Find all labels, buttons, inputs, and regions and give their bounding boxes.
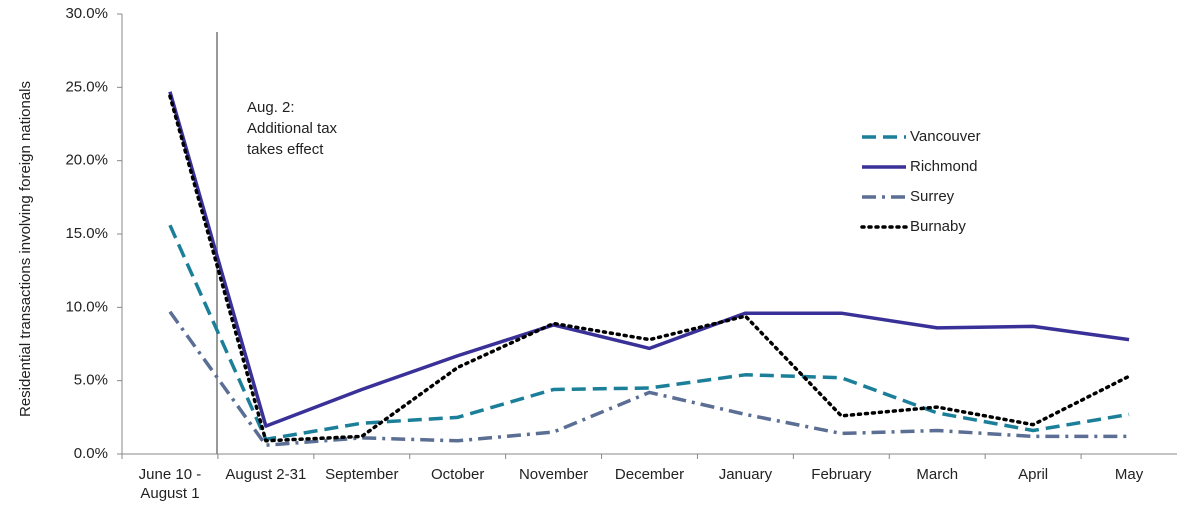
series-line (168, 224, 1130, 442)
x-tick-label: November (518, 466, 589, 483)
x-tick-label: March (916, 466, 959, 483)
y-tick-label: 25.0% (65, 78, 108, 95)
y-tick-label: 20.0% (65, 152, 108, 169)
y-axis-label: Residential transactions involving forei… (17, 81, 34, 417)
series-line (168, 91, 1130, 428)
y-tick-label: 10.0% (65, 298, 108, 315)
legend-label: Vancouver (910, 128, 981, 145)
x-tick-label: September (325, 466, 399, 483)
x-tick-label: May (1114, 466, 1144, 483)
y-tick-label: 0.0% (74, 445, 108, 462)
x-tick-label: June 10 - August 1 (138, 466, 202, 502)
x-tick-label: February (811, 466, 872, 483)
y-tick-label: 15.0% (65, 225, 108, 242)
x-tick-label: August 2-31 (225, 466, 307, 483)
annotation: Aug. 2: (247, 99, 295, 116)
x-tick-label: April (1018, 466, 1049, 483)
y-tick-label: 30.0% (65, 5, 108, 22)
x-tick-label: December (614, 466, 685, 483)
legend-label: Richmond (910, 158, 978, 175)
annotation: Additional tax (247, 120, 338, 137)
x-tick-label: January (718, 466, 773, 483)
series-line (168, 94, 1131, 443)
y-tick-label: 5.0% (74, 372, 108, 389)
series-line (168, 310, 1130, 447)
annotation: takes effect (247, 141, 324, 158)
legend-label: Burnaby (910, 218, 966, 235)
x-tick-label: October (430, 466, 485, 483)
legend-label: Surrey (910, 188, 955, 205)
